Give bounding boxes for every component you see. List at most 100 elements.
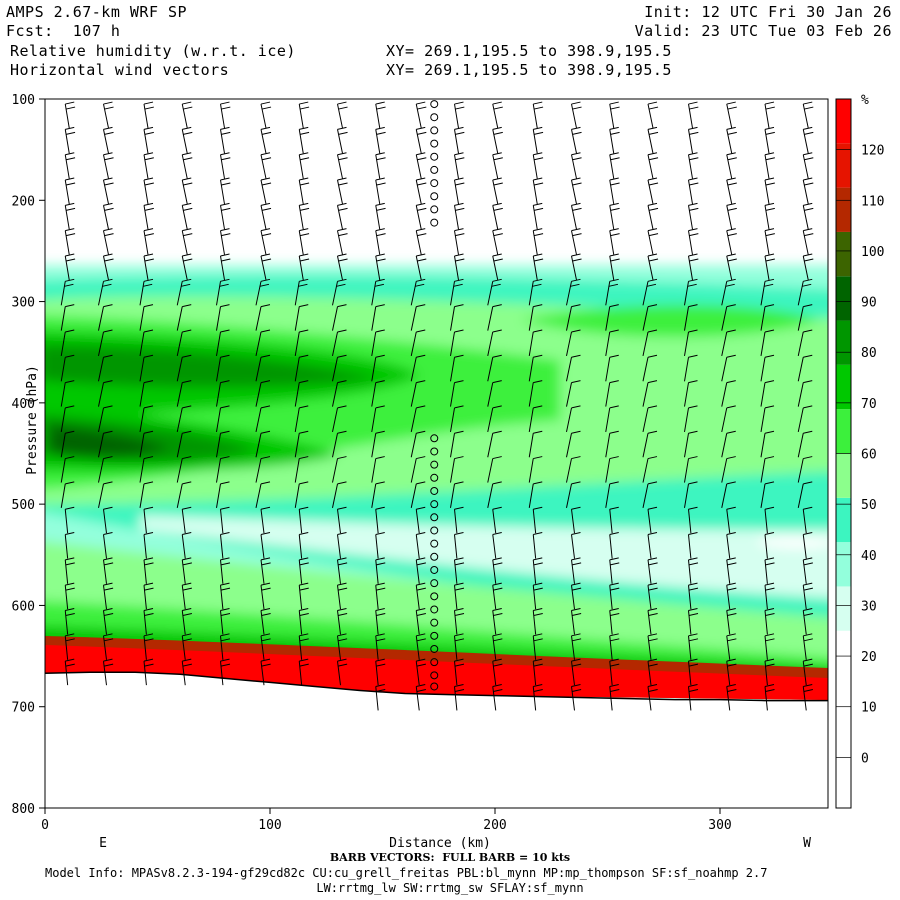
wind-barb (605, 481, 619, 508)
wind-barb (492, 608, 503, 635)
wind-barb (139, 380, 154, 407)
wind-barb (609, 658, 620, 686)
wind-barb (492, 506, 502, 534)
wind-barb (216, 456, 230, 483)
wind-barb (726, 557, 737, 584)
wind-barb (609, 557, 620, 584)
wind-barb (139, 481, 154, 508)
wind-barb (454, 557, 465, 584)
wind-barb (492, 126, 503, 154)
wind-barb (721, 481, 736, 508)
calm-circle (430, 447, 439, 456)
wind-barb (260, 532, 271, 559)
calm-circle (430, 605, 439, 614)
wind-barb (375, 608, 386, 635)
wind-barb (688, 608, 699, 635)
wind-barb (181, 608, 192, 635)
wind-barb (802, 101, 814, 129)
model-title: AMPS 2.67-km WRF SP (6, 3, 188, 21)
wind-barb (375, 228, 386, 255)
wind-barb (721, 278, 736, 306)
wind-barb (726, 253, 737, 281)
wind-barb (532, 506, 543, 534)
wind-barb (528, 354, 543, 382)
rh-band-100 (50, 425, 170, 457)
wind-barb (647, 532, 658, 559)
wind-barb (647, 582, 658, 610)
wind-barb (337, 126, 348, 154)
wind-barb (684, 405, 698, 433)
wind-barb (688, 658, 699, 686)
wind-barb (260, 582, 271, 610)
wind-barb (764, 633, 775, 660)
wind-barb (375, 532, 385, 559)
wind-barb (103, 582, 114, 610)
wind-barb (487, 380, 502, 407)
wind-barb (139, 329, 154, 357)
colorbar-label: 100 (861, 245, 884, 260)
calm-circle (430, 644, 439, 653)
wind-barb (454, 683, 465, 711)
wind-barb (764, 101, 775, 129)
wind-barb (143, 658, 154, 686)
wind-barb (103, 557, 114, 584)
wind-barb (764, 228, 775, 255)
wind-barb (410, 304, 426, 331)
wind-barb (647, 202, 659, 230)
wind-barb (176, 380, 192, 407)
wind-barb (647, 557, 658, 584)
rh-dry-tongue (140, 515, 828, 599)
wind-barb (139, 278, 154, 306)
wind-barb (415, 202, 427, 230)
wind-barb (726, 126, 737, 154)
wind-barb (684, 278, 698, 306)
wind-barb (609, 101, 620, 129)
wind-barb (492, 633, 503, 660)
colorbar-unit: % (861, 93, 869, 108)
cross-section-coords-2: XY= 269.1,195.5 to 398.9,195.5 (386, 61, 672, 79)
wind-barb (688, 253, 699, 281)
wind-barb (332, 405, 347, 433)
wind-barb (260, 101, 272, 129)
wind-barb (375, 101, 386, 129)
wind-barb (143, 506, 154, 534)
wind-barb (797, 430, 813, 458)
wind-barb (566, 380, 581, 407)
wind-barb (487, 481, 502, 508)
wind-barb (609, 152, 620, 179)
wind-barb (487, 405, 502, 433)
wind-barb (802, 532, 813, 559)
wind-barb (181, 253, 193, 281)
x-end-label-west: W (803, 836, 811, 851)
wind-barb (216, 304, 230, 331)
init-time: Init: 12 UTC Fri 30 Jan 26 (644, 3, 892, 21)
wind-barb (103, 532, 113, 559)
wind-barb (760, 456, 775, 483)
wind-barb (337, 557, 348, 584)
calm-circle (430, 126, 439, 135)
wind-barb (139, 430, 154, 458)
wind-barb (103, 253, 114, 281)
wind-barb (450, 481, 464, 508)
wind-barb (528, 405, 543, 433)
wind-barb (255, 278, 271, 306)
wind-barb (688, 177, 699, 205)
wind-barb (64, 101, 76, 129)
wind-barb (764, 658, 775, 686)
wind-barb (760, 354, 775, 382)
calm-circle (430, 565, 439, 574)
wind-barb (647, 633, 658, 660)
wind-barb (220, 101, 231, 129)
colorbar-swatch (836, 320, 851, 365)
wind-barb (260, 228, 272, 255)
wind-barb (609, 506, 619, 534)
wind-barb (98, 456, 113, 483)
wind-barb (337, 177, 348, 205)
wind-barb (298, 608, 309, 635)
wind-barb (64, 506, 75, 534)
wind-barb (298, 177, 310, 205)
colorbar-swatch (836, 497, 851, 543)
wind-barb (571, 202, 582, 230)
wind-barb (802, 608, 813, 635)
wind-barb (410, 481, 426, 508)
